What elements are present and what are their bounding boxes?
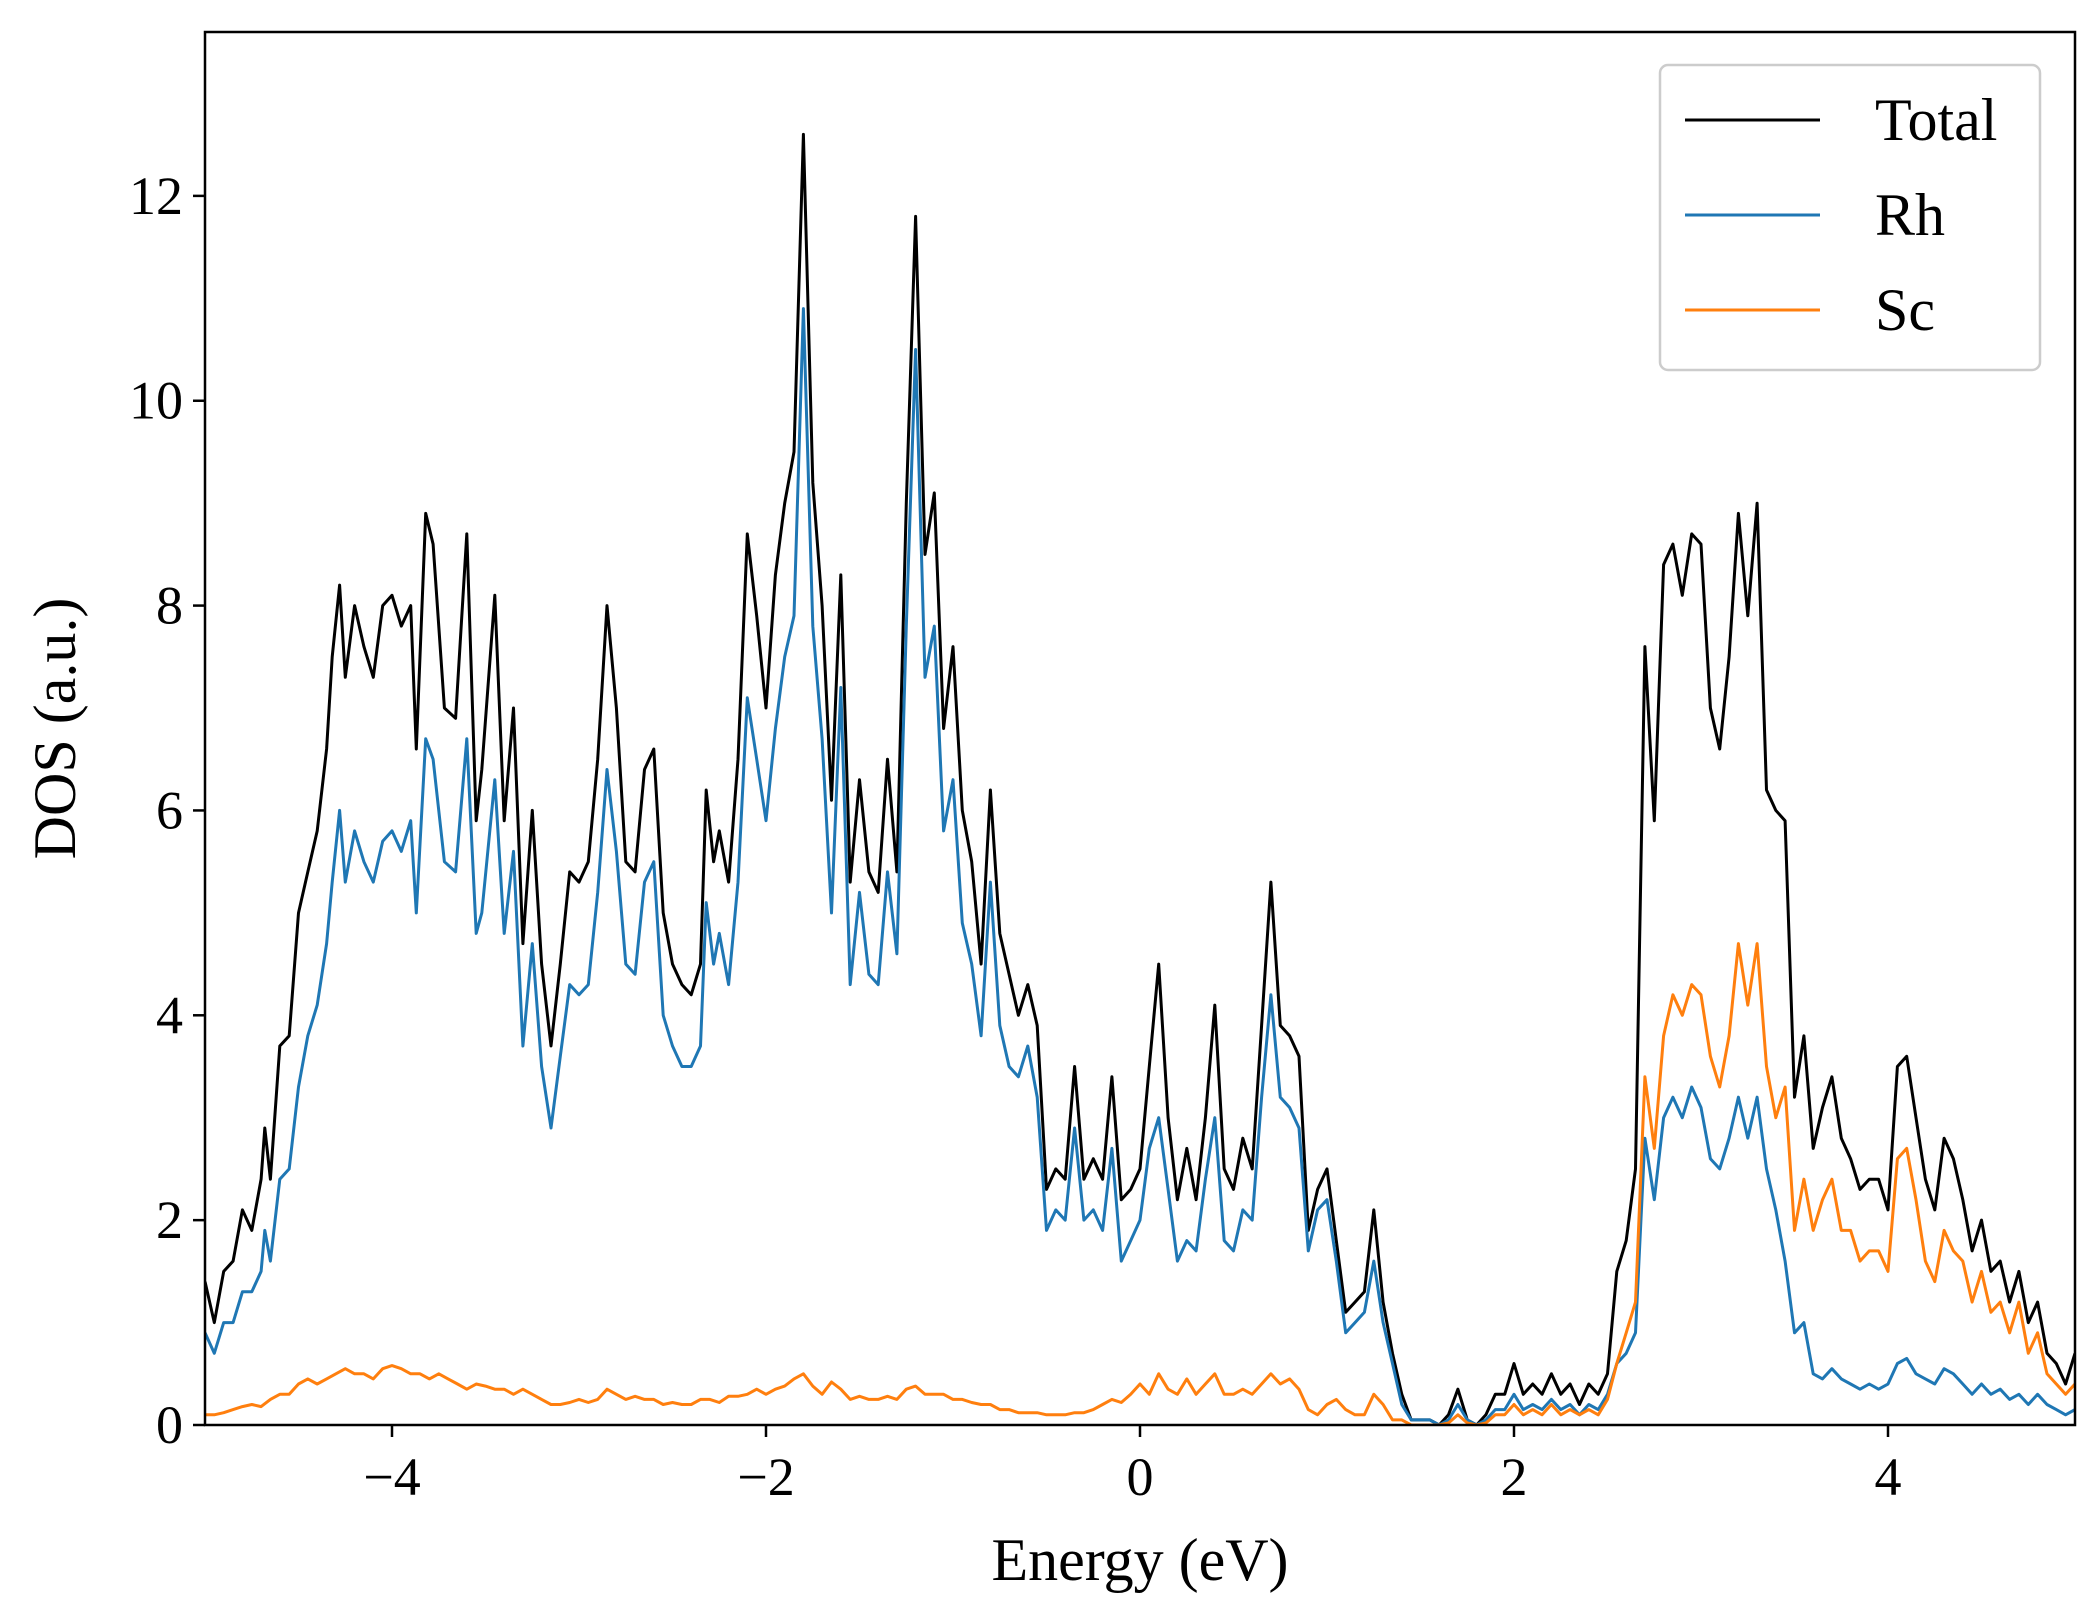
y-tick-label: 4 <box>156 985 183 1045</box>
legend-label-rh: Rh <box>1875 182 1945 248</box>
y-tick-label: 12 <box>129 166 183 226</box>
y-axis-label: DOS (a.u.) <box>22 598 88 860</box>
tick-layer: −4 −2 0 2 4 0 2 4 6 8 10 12 <box>129 166 1902 1507</box>
series-line-sc <box>205 942 2075 1425</box>
y-tick-label: 6 <box>156 780 183 840</box>
x-axis-label: Energy (eV) <box>991 1527 1288 1593</box>
series-line-rh <box>205 307 2075 1425</box>
x-tick-label: −2 <box>737 1447 794 1507</box>
legend-label-sc: Sc <box>1875 277 1935 343</box>
series-layer <box>205 132 2075 1425</box>
y-tick-label: 2 <box>156 1190 183 1250</box>
y-tick-label: 0 <box>156 1395 183 1455</box>
x-tick-label: 2 <box>1501 1447 1528 1507</box>
x-tick-label: 0 <box>1127 1447 1154 1507</box>
legend-label-total: Total <box>1875 87 1997 153</box>
legend: Total Rh Sc <box>1658 63 2042 372</box>
series-line-total <box>205 132 2075 1425</box>
x-tick-label: −4 <box>363 1447 420 1507</box>
legend-box <box>1658 63 2042 372</box>
y-tick-label: 10 <box>129 371 183 431</box>
x-tick-label: 4 <box>1875 1447 1902 1507</box>
y-tick-label: 8 <box>156 576 183 636</box>
